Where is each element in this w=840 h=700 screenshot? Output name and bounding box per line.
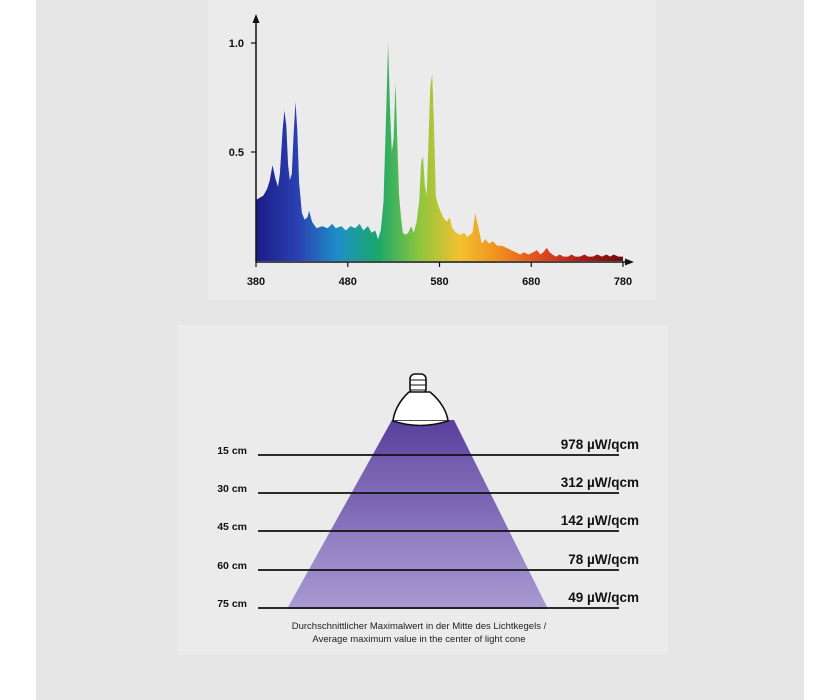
- x-ticks: 380 480 580 680 780: [247, 262, 632, 288]
- distance-label: 75 cm: [217, 598, 247, 610]
- table-row: 45 cm 142 µW/qcm: [217, 513, 639, 533]
- y-tick-label-1.0: 1.0: [229, 38, 244, 50]
- distance-label: 45 cm: [217, 521, 247, 533]
- y-ticks: 1.0 0.5: [229, 38, 256, 159]
- distance-label: 60 cm: [217, 560, 247, 572]
- intensity-value: 312 µW/qcm: [561, 475, 639, 490]
- x-tick-label-580: 580: [430, 276, 448, 288]
- intensity-value: 142 µW/qcm: [561, 513, 639, 528]
- x-tick-label-380: 380: [247, 276, 265, 288]
- distance-label: 15 cm: [217, 445, 247, 457]
- intensity-value: 49 µW/qcm: [568, 590, 639, 605]
- intensity-value: 978 µW/qcm: [561, 437, 639, 452]
- caption-line-1: Durchschnittlicher Maximalwert in der Mi…: [292, 621, 547, 632]
- x-tick-label-680: 680: [522, 276, 540, 288]
- y-tick-label-0.5: 0.5: [229, 147, 244, 159]
- table-row: 15 cm 978 µW/qcm: [217, 437, 639, 457]
- cone-band: [280, 570, 560, 608]
- y-axis-arrow-icon: [252, 14, 260, 23]
- distance-label: 30 cm: [217, 483, 247, 495]
- x-tick-label-780: 780: [614, 276, 632, 288]
- table-row: 60 cm 78 µW/qcm: [217, 552, 639, 572]
- spectrum-area: [256, 43, 623, 261]
- spectrum-chart: 380 480 580 680 780 1.0 0.5: [229, 14, 634, 288]
- table-row: 75 cm 49 µW/qcm: [217, 590, 639, 610]
- bulb-icon: [392, 373, 449, 427]
- x-axis-arrow-icon: [625, 258, 634, 266]
- light-cone: [287, 420, 548, 609]
- x-tick-label-480: 480: [339, 276, 357, 288]
- table-row: 30 cm 312 µW/qcm: [217, 475, 639, 495]
- distance-rows: 15 cm 978 µW/qcm 30 cm 312 µW/qcm 45 cm 142 µ…: [217, 437, 639, 610]
- cone-band: [287, 531, 548, 570]
- caption-line-2: Average maximum value in the center of l…: [312, 634, 525, 645]
- intensity-value: 78 µW/qcm: [568, 552, 639, 567]
